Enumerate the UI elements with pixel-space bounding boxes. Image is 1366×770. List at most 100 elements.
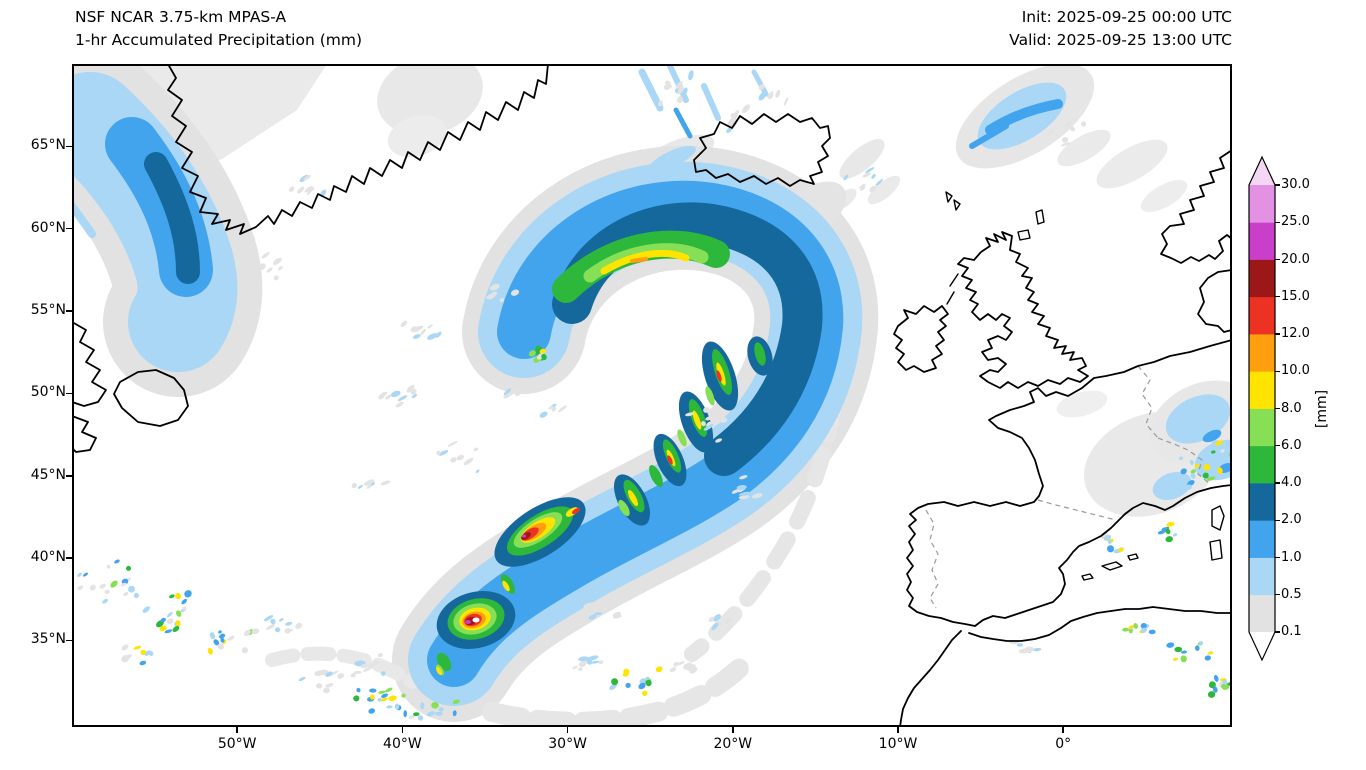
colorbar-tick-mark	[1275, 482, 1280, 484]
shower-speckle	[1206, 476, 1216, 481]
shower-speckle	[590, 660, 600, 664]
shower-speckle	[539, 348, 547, 354]
init-time: Init: 2025-09-25 00:00 UTC	[1021, 8, 1232, 26]
map-frame	[72, 64, 1232, 727]
shower-speckle	[261, 252, 270, 259]
shower-speckle	[1172, 657, 1178, 661]
shower-speckle	[251, 628, 260, 635]
shower-speckle	[638, 682, 646, 690]
shower-speckle	[712, 414, 720, 420]
shower-speckle	[623, 668, 630, 675]
shower-speckle	[708, 616, 715, 623]
shower-speckle	[1060, 142, 1071, 147]
shower-speckle	[401, 693, 406, 698]
great-britain-coast	[957, 231, 1089, 389]
shower-speckle	[166, 612, 173, 618]
shower-speckle	[413, 325, 424, 332]
shower-speckle	[1194, 645, 1200, 651]
shower-speckle	[687, 664, 696, 671]
shower-speckle	[1069, 126, 1076, 132]
shower-speckle	[353, 695, 360, 702]
shower-speckle	[77, 572, 82, 577]
shower-speckle	[377, 697, 382, 702]
orkney-islands	[1017, 229, 1031, 241]
shower-speckle	[677, 95, 683, 104]
shower-speckle	[297, 186, 305, 194]
shetland-islands	[1035, 209, 1045, 225]
shower-speckle	[397, 395, 408, 402]
shower-speckle	[431, 701, 439, 709]
shower-speckle	[1172, 533, 1178, 537]
shower-speckle	[1180, 650, 1188, 654]
shower-speckle	[412, 334, 421, 339]
shower-speckle	[1080, 121, 1087, 127]
shower-speckle	[1140, 627, 1148, 633]
shower-speckle	[126, 654, 132, 659]
colorbar-over-triangle	[1249, 157, 1275, 185]
shower-speckle	[701, 421, 706, 427]
shower-speckle	[110, 580, 118, 588]
shower-speckle	[1140, 622, 1147, 629]
colorbar-tick-label: 2.0	[1281, 512, 1302, 528]
corsica	[1211, 505, 1225, 531]
colorbar-tick-mark	[1275, 556, 1280, 559]
shower-speckle	[683, 87, 688, 95]
shower-speckle	[528, 350, 536, 357]
shower-speckle	[727, 117, 737, 127]
north-america-coast-2	[72, 415, 97, 453]
shower-speckle	[862, 172, 871, 178]
denmark-coast	[1197, 269, 1232, 333]
shower-speckle	[741, 104, 751, 114]
shower-speckle	[1016, 643, 1024, 647]
colorbar-tick-label: 4.0	[1281, 475, 1302, 490]
lat-tick-label: 40°N	[30, 549, 66, 566]
shower-speckle	[298, 676, 306, 682]
shower-speckle	[337, 673, 345, 679]
shower-speckle	[611, 678, 619, 686]
lon-tick-label: 30°W	[548, 736, 587, 752]
shower-speckle	[403, 710, 408, 718]
shower-speckle	[388, 695, 397, 701]
shower-speckle	[1198, 641, 1204, 645]
shower-speckle	[1118, 547, 1124, 553]
shower-speckle	[360, 663, 368, 669]
shower-speckle	[181, 598, 187, 605]
shower-speckle	[381, 693, 388, 698]
europe-mainland-coast	[906, 339, 1232, 627]
shower-speckle	[438, 450, 449, 456]
shower-speckle	[720, 417, 728, 423]
colorbar-tick-mark	[1275, 631, 1280, 633]
colorbar-under-triangle	[1249, 632, 1275, 660]
shower-speckle	[1217, 467, 1223, 475]
shower-speckle	[273, 275, 279, 281]
shower-speckle	[1221, 684, 1227, 688]
shower-speckle	[1046, 129, 1055, 136]
shower-speckle	[514, 390, 521, 396]
colorbar-tick-mark	[1275, 370, 1280, 372]
shower-speckle	[667, 84, 672, 89]
shower-speckle	[357, 484, 363, 489]
shower-speckle	[664, 80, 671, 86]
shower-speckle	[1194, 463, 1200, 468]
shower-speckle	[463, 457, 474, 466]
shower-speckle	[243, 629, 251, 637]
shower-speckle	[1179, 456, 1183, 461]
lat-tick-mark	[66, 474, 72, 477]
shower-speckle	[1202, 472, 1209, 479]
shower-speckle	[102, 598, 108, 604]
shower-speckle	[712, 418, 722, 426]
shower-speckle	[353, 670, 362, 674]
colorbar-tick-label: 0.5	[1281, 586, 1302, 602]
shower-speckle	[263, 615, 274, 622]
shower-speckle	[768, 91, 774, 97]
shower-speckle	[557, 405, 567, 413]
shower-speckle	[703, 407, 710, 413]
shower-speckle	[582, 602, 593, 608]
model-title: NSF NCAR 3.75-km MPAS-A	[75, 8, 287, 26]
shower-speckle	[1107, 539, 1112, 544]
shower-speckle	[400, 320, 408, 328]
shower-speckle	[1212, 686, 1218, 693]
shower-speckle	[751, 493, 763, 499]
shower-speckle	[1220, 449, 1225, 453]
colorbar-segment	[1249, 371, 1275, 409]
